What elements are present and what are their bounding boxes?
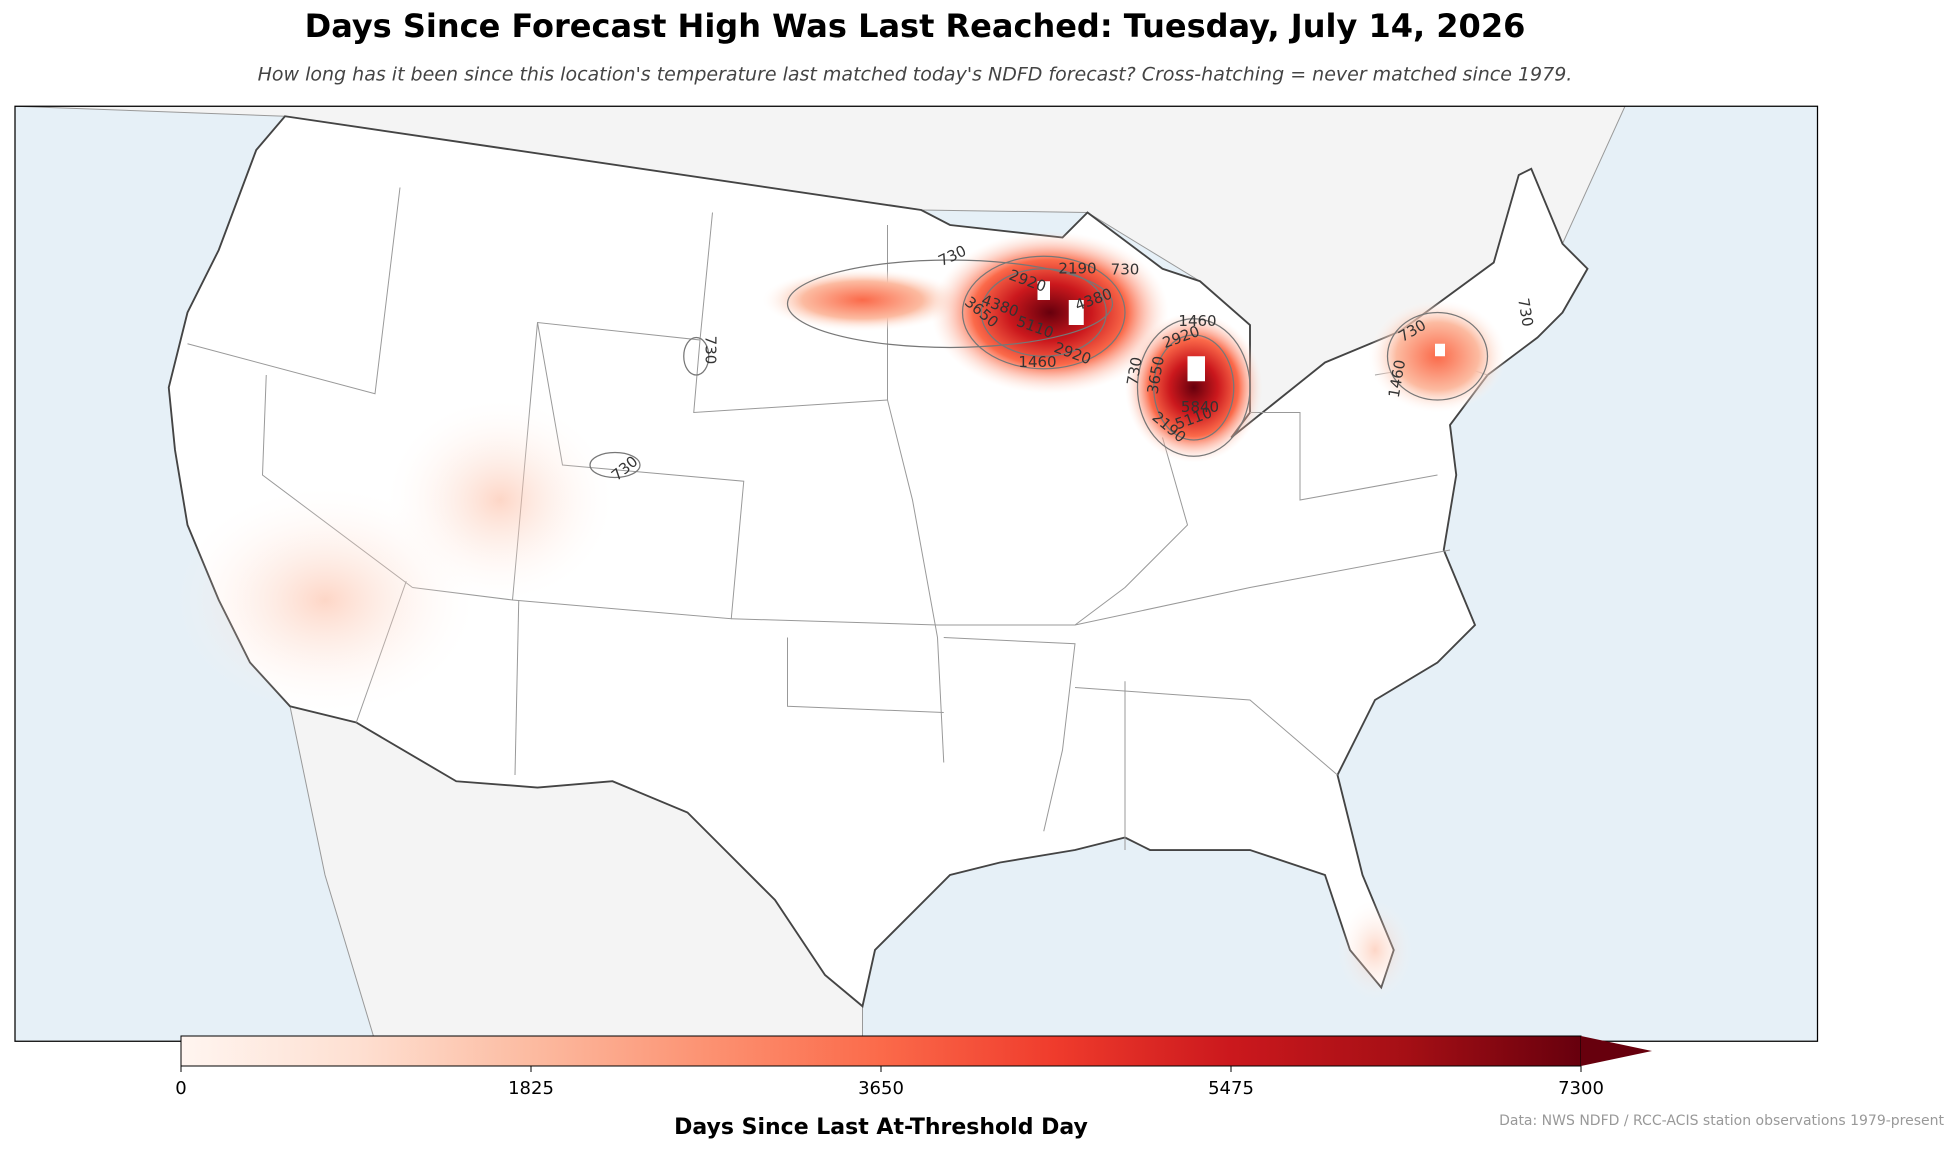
colorbar: [180, 1035, 1582, 1067]
source: Data: NWS NDFD / RCC-ACIS station observ…: [1499, 1113, 1944, 1129]
contour-label: 730: [1514, 297, 1537, 328]
contours: [589, 255, 1489, 479]
contour-label: 730: [1123, 355, 1146, 386]
map: 730 7307307307307307301460146014602190219…: [14, 105, 1819, 1042]
colorbar-tick-label: 7300: [1558, 1078, 1604, 1099]
colorbar-label: Days Since Last At-Threshold Day: [674, 1115, 1088, 1140]
contour-label: 5840: [1181, 398, 1219, 416]
colorbar-extend: [1581, 1036, 1652, 1066]
subtitle: How long has it been since this location…: [258, 64, 1573, 86]
contour-label: 2190: [1058, 259, 1096, 277]
colorbar-tick-label: 3650: [858, 1078, 904, 1099]
hatching: [1037, 281, 1445, 382]
colorbar-tick-label: 5475: [1208, 1078, 1254, 1099]
title: Days Since Forecast High Was Last Reache…: [305, 7, 1526, 45]
colorbar-tick-label: 1825: [508, 1078, 554, 1099]
colorbar-tick-label: 0: [175, 1078, 186, 1099]
contour-label: 1460: [1178, 312, 1216, 330]
contour-label: 730: [702, 336, 720, 365]
contour-label: 730: [1111, 261, 1140, 279]
heat: [175, 231, 1507, 1000]
contour-label: 1460: [1018, 353, 1056, 371]
